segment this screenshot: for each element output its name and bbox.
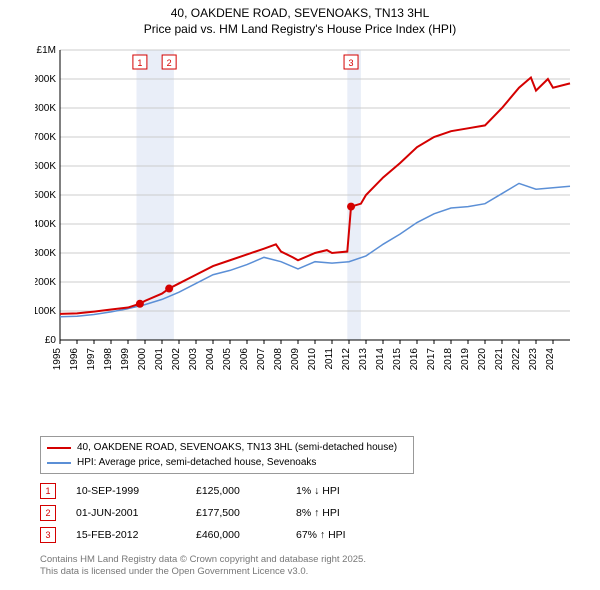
footer-note: Contains HM Land Registry data © Crown c… — [40, 554, 366, 579]
transactions-table: 1 10-SEP-1999 £125,000 1% ↓ HPI 2 01-JUN… — [40, 480, 416, 546]
svg-text:2013: 2013 — [358, 348, 369, 371]
legend-label-1: HPI: Average price, semi-detached house,… — [77, 455, 316, 470]
svg-text:2015: 2015 — [392, 348, 403, 371]
txn-pct: 8% ↑ HPI — [296, 507, 416, 519]
svg-text:2010: 2010 — [307, 348, 318, 371]
svg-text:2020: 2020 — [477, 348, 488, 371]
svg-text:1998: 1998 — [103, 348, 114, 371]
chart: £0 £100K £200K £300K £400K £500K £600K £700K £80… — [35, 45, 580, 385]
svg-text:2016: 2016 — [409, 348, 420, 371]
svg-text:£600K: £600K — [35, 161, 56, 172]
marker-badge-3: 3 — [40, 527, 56, 543]
legend-row-0: 40, OAKDENE ROAD, SEVENOAKS, TN13 3HL (s… — [47, 440, 407, 455]
svg-text:£400K: £400K — [35, 219, 56, 230]
table-row: 3 15-FEB-2012 £460,000 67% ↑ HPI — [40, 524, 416, 546]
txn-pct: 67% ↑ HPI — [296, 529, 416, 541]
svg-text:£200K: £200K — [35, 277, 56, 288]
legend-swatch-1 — [47, 462, 71, 464]
svg-text:£100K: £100K — [35, 306, 56, 317]
txn-price: £177,500 — [196, 507, 296, 519]
txn-date: 15-FEB-2012 — [76, 529, 196, 541]
title-line1: 40, OAKDENE ROAD, SEVENOAKS, TN13 3HL — [0, 6, 600, 22]
legend-row-1: HPI: Average price, semi-detached house,… — [47, 455, 407, 470]
svg-text:2011: 2011 — [324, 348, 335, 370]
svg-text:2014: 2014 — [375, 348, 386, 371]
svg-text:3: 3 — [349, 58, 354, 68]
svg-text:£1M: £1M — [37, 45, 56, 56]
legend-label-0: 40, OAKDENE ROAD, SEVENOAKS, TN13 3HL (s… — [77, 440, 397, 455]
svg-text:1995: 1995 — [52, 348, 63, 371]
svg-text:£700K: £700K — [35, 132, 56, 143]
svg-text:2009: 2009 — [290, 348, 301, 371]
svg-text:£500K: £500K — [35, 190, 56, 201]
svg-text:2002: 2002 — [171, 348, 182, 371]
svg-text:2000: 2000 — [137, 348, 148, 371]
svg-text:1: 1 — [137, 58, 142, 68]
svg-text:2018: 2018 — [443, 348, 454, 371]
txn-pct: 1% ↓ HPI — [296, 485, 416, 497]
txn-price: £460,000 — [196, 529, 296, 541]
svg-text:2: 2 — [167, 58, 172, 68]
svg-text:2019: 2019 — [460, 348, 471, 371]
svg-text:2001: 2001 — [154, 348, 165, 371]
svg-text:2024: 2024 — [545, 348, 556, 371]
footer-line1: Contains HM Land Registry data © Crown c… — [40, 554, 366, 566]
marker-badge-2: 2 — [40, 505, 56, 521]
svg-text:2007: 2007 — [256, 348, 267, 371]
svg-text:2017: 2017 — [426, 348, 437, 371]
svg-text:1996: 1996 — [69, 348, 80, 371]
svg-text:2008: 2008 — [273, 348, 284, 371]
footer-line2: This data is licensed under the Open Gov… — [40, 566, 366, 578]
svg-text:£0: £0 — [45, 335, 57, 346]
svg-text:2012: 2012 — [341, 348, 352, 371]
svg-text:£300K: £300K — [35, 248, 56, 259]
svg-text:1997: 1997 — [86, 348, 97, 371]
txn-price: £125,000 — [196, 485, 296, 497]
svg-text:1999: 1999 — [120, 348, 131, 371]
svg-text:2023: 2023 — [528, 348, 539, 371]
txn-date: 10-SEP-1999 — [76, 485, 196, 497]
svg-text:£800K: £800K — [35, 103, 56, 114]
chart-container: 40, OAKDENE ROAD, SEVENOAKS, TN13 3HL Pr… — [0, 0, 600, 590]
legend-swatch-0 — [47, 447, 71, 449]
chart-svg: £0 £100K £200K £300K £400K £500K £600K £700K £80… — [35, 45, 580, 385]
txn-date: 01-JUN-2001 — [76, 507, 196, 519]
table-row: 2 01-JUN-2001 £177,500 8% ↑ HPI — [40, 502, 416, 524]
svg-text:£900K: £900K — [35, 74, 56, 85]
legend: 40, OAKDENE ROAD, SEVENOAKS, TN13 3HL (s… — [40, 436, 414, 474]
title-line2: Price paid vs. HM Land Registry's House … — [0, 22, 600, 38]
svg-text:2004: 2004 — [205, 348, 216, 371]
marker-badge-1: 1 — [40, 483, 56, 499]
svg-text:2022: 2022 — [511, 348, 522, 371]
svg-text:2005: 2005 — [222, 348, 233, 371]
svg-text:2003: 2003 — [188, 348, 199, 371]
table-row: 1 10-SEP-1999 £125,000 1% ↓ HPI — [40, 480, 416, 502]
svg-text:2021: 2021 — [494, 348, 505, 371]
svg-text:2006: 2006 — [239, 348, 250, 371]
title-block: 40, OAKDENE ROAD, SEVENOAKS, TN13 3HL Pr… — [0, 0, 600, 37]
